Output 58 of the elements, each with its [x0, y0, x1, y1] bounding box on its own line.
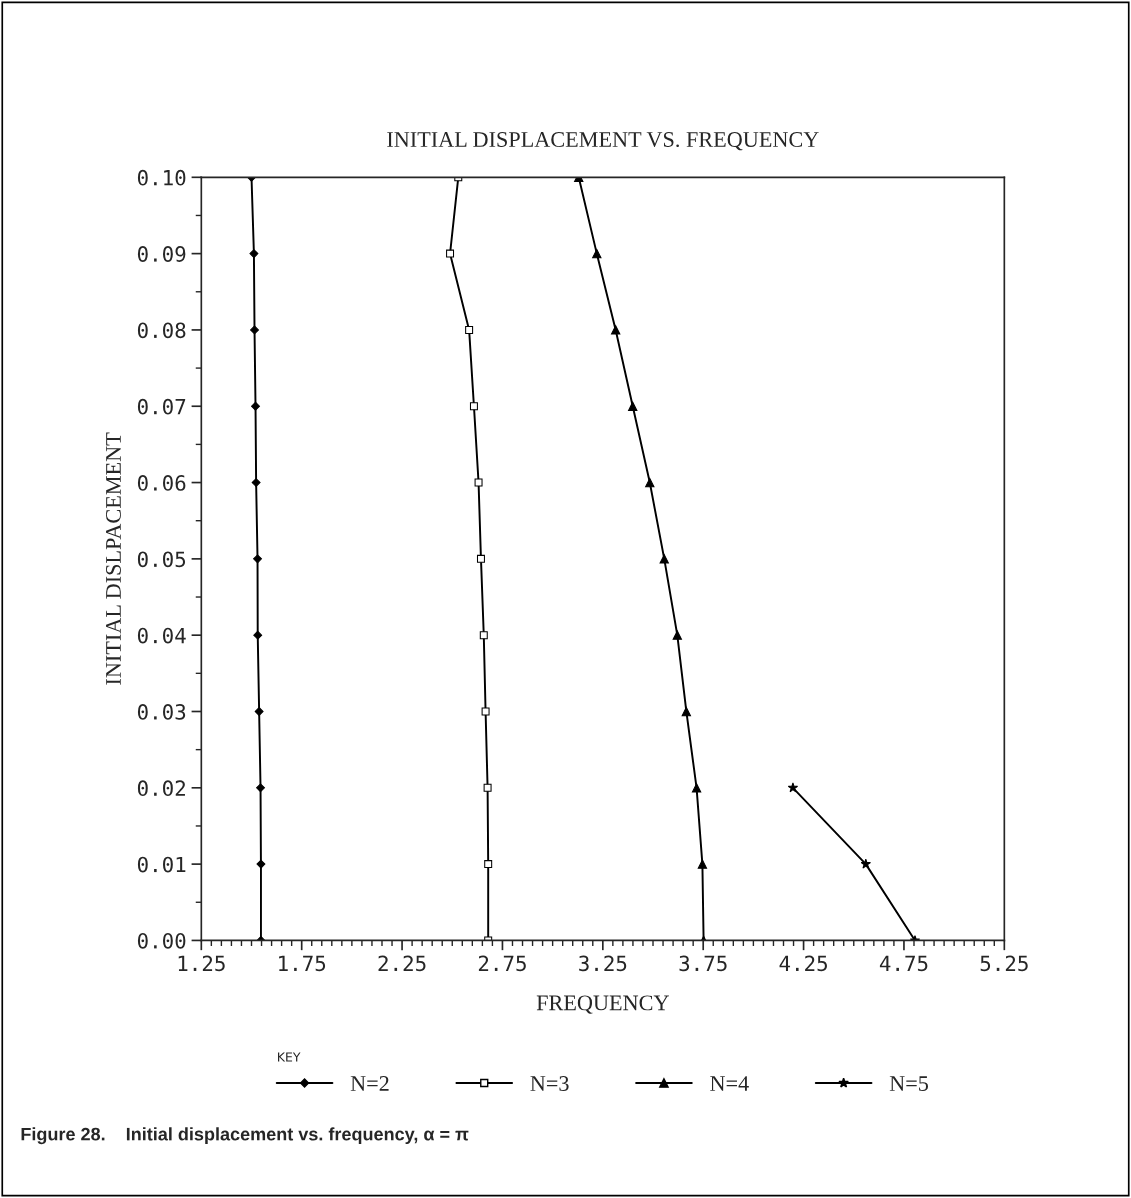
y-tick-label: 0.08: [137, 322, 186, 339]
point: [465, 325, 474, 334]
point: [860, 858, 871, 869]
point: [659, 554, 669, 564]
point: [672, 630, 682, 640]
point: [483, 783, 492, 792]
point: [251, 401, 260, 411]
y-tick-label: 0.04: [137, 627, 186, 644]
y-tick-label: 0.05: [137, 551, 186, 568]
x-tick-label: 1.75: [279, 955, 326, 972]
x-tick-label: 3.25: [579, 955, 627, 972]
y-tick-label: 0.00: [137, 932, 186, 949]
point: [697, 859, 708, 869]
point: [249, 249, 259, 259]
y-tick-label: 0.06: [137, 475, 186, 491]
legend-label: N=5: [889, 1076, 928, 1091]
point: [256, 783, 265, 793]
y-tick-label: 0.09: [137, 246, 186, 262]
point: [481, 707, 490, 716]
y-tick-label: 0.10: [137, 169, 186, 186]
y-axis-title: INITIAL DISLPACEMENT: [106, 432, 121, 685]
x-tick-label: 3.75: [679, 955, 727, 972]
point: [787, 782, 799, 793]
x-tick-label: 5.25: [980, 955, 1028, 972]
legend-label: N=3: [530, 1076, 569, 1091]
point: [251, 478, 261, 487]
point: [628, 401, 638, 411]
legend-title: KEY: [278, 1052, 301, 1062]
point: [479, 631, 488, 640]
point: [474, 478, 483, 487]
point: [250, 325, 259, 335]
point: [256, 859, 266, 869]
x-tick-label: 1.25: [178, 955, 225, 972]
point: [253, 630, 263, 640]
legend-label: N=4: [710, 1076, 749, 1091]
y-tick-label: 0.07: [137, 398, 186, 415]
x-tick-label: 4.75: [879, 955, 928, 972]
point: [469, 402, 478, 411]
y-tick-label: 0.03: [137, 704, 186, 720]
point: [645, 477, 655, 488]
point: [253, 554, 262, 564]
point: [681, 706, 692, 717]
point: [254, 707, 264, 716]
point: [476, 554, 485, 563]
y-tick-label: 0.02: [137, 780, 185, 797]
point: [691, 783, 702, 793]
x-tick-label: 2.25: [378, 955, 426, 972]
point: [592, 248, 602, 259]
caption: Figure 28. Initial displacement vs. frequency, α = π: [21, 1127, 469, 1145]
chart-title: INITIAL DISPLACEMENT VS. FREQUENCY: [387, 132, 819, 151]
x-tick-label: 2.75: [478, 955, 526, 972]
point: [610, 325, 621, 335]
y-tick-label: 0.01: [137, 856, 186, 873]
legend-label: N=2: [350, 1076, 389, 1091]
x-axis-title: FREQUENCY: [536, 995, 669, 1014]
point: [484, 860, 493, 869]
point: [446, 249, 455, 258]
x-tick-label: 4.25: [779, 955, 827, 972]
